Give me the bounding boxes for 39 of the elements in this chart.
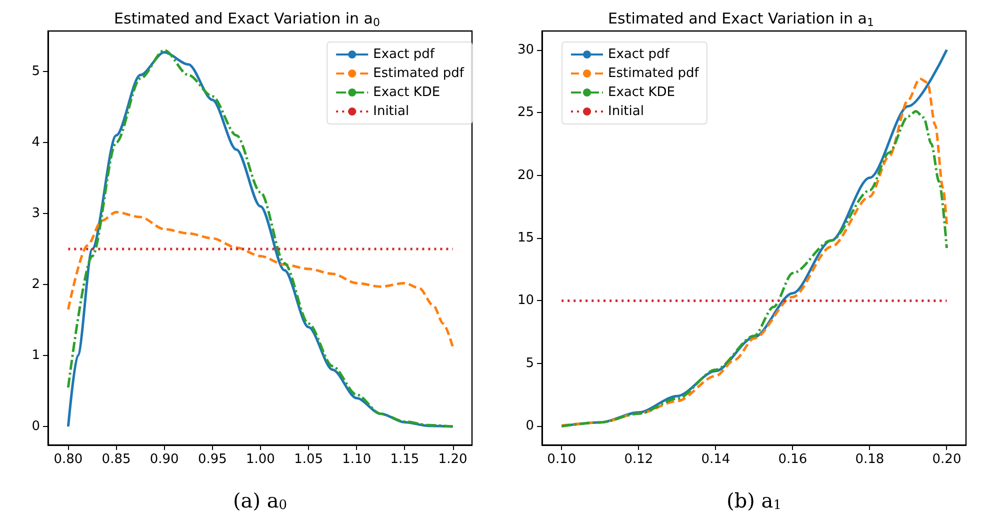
legend-label: Exact pdf <box>608 47 670 62</box>
x-tick-label: 0.12 <box>624 452 654 467</box>
x-tick-label: 0.14 <box>701 452 730 467</box>
x-tick-label: 0.85 <box>102 452 131 467</box>
x-tick-label: 1.15 <box>390 452 420 467</box>
y-tick-label: 2 <box>32 277 40 292</box>
y-tick-label: 10 <box>517 293 534 308</box>
x-tick-label: 0.16 <box>778 452 808 467</box>
y-tick-label: 5 <box>32 64 40 79</box>
y-tick-label: 30 <box>517 42 534 58</box>
x-tick-label: 0.95 <box>198 452 227 467</box>
legend-label: Initial <box>608 104 644 119</box>
legend-label: Exact pdf <box>373 47 435 62</box>
x-tick-label: 0.10 <box>547 452 576 467</box>
y-tick-label: 4 <box>32 134 40 150</box>
x-tick-label: 1.10 <box>342 452 372 467</box>
y-tick-label: 20 <box>517 168 534 183</box>
y-tick-label: 3 <box>32 206 40 221</box>
y-tick-label: 0 <box>32 419 40 434</box>
legend-label: Exact KDE <box>608 85 675 100</box>
x-tick-label: 0.80 <box>54 452 83 467</box>
x-tick-label: 1.05 <box>294 452 324 467</box>
y-tick-label: 5 <box>526 356 534 371</box>
legend-label: Estimated pdf <box>608 66 700 81</box>
x-tick-label: 0.18 <box>855 452 884 467</box>
legend-label: Estimated pdf <box>373 66 464 81</box>
x-axis-title: (a) a0 <box>232 488 288 513</box>
y-tick-label: 15 <box>517 230 534 246</box>
x-axis-title: (b) a1 <box>726 488 782 513</box>
y-tick-label: 1 <box>32 348 40 364</box>
x-tick-label: 1.00 <box>246 452 275 467</box>
x-tick-label: 1.20 <box>438 452 468 467</box>
legend-label: Exact KDE <box>373 85 440 100</box>
y-tick-label: 0 <box>526 418 534 434</box>
x-tick-label: 0.90 <box>150 452 179 467</box>
line-series <box>66 210 454 348</box>
x-tick-label: 0.20 <box>932 452 962 467</box>
y-tick-label: 25 <box>517 105 534 120</box>
legend-label: Initial <box>373 104 410 119</box>
